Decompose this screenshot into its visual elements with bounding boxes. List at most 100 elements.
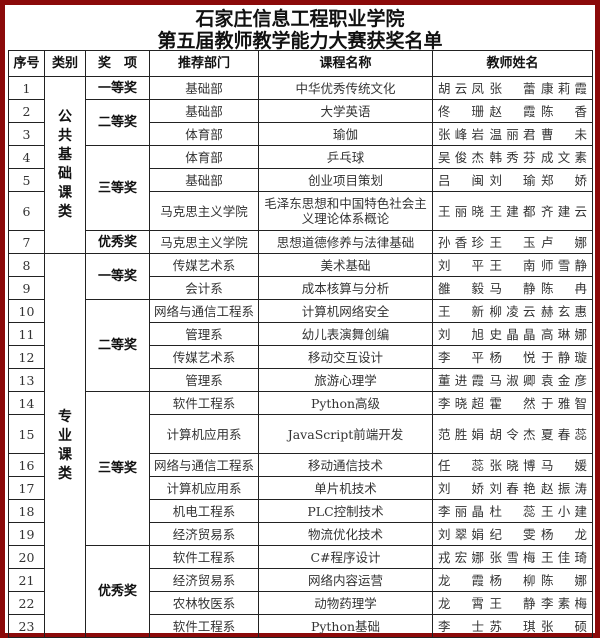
- title-list: 第五届教师教学能力大赛获奖名单: [157, 30, 443, 52]
- teacher-name: 刘平: [438, 257, 484, 273]
- department: 软件工程系: [149, 391, 259, 415]
- teacher-list: 任蕊 张晓博 马媛: [435, 458, 590, 473]
- category-cell: 公共基础课类: [44, 76, 86, 254]
- teacher-list: 董进霞 马淑卿 袁金彦: [435, 373, 590, 388]
- department: 传媒艺术系: [149, 253, 259, 277]
- header-category: 类别: [44, 50, 86, 77]
- award-level: 三等奖: [85, 391, 150, 546]
- teacher-name: 杨悦: [489, 349, 536, 365]
- teacher-name: 董进霞: [438, 372, 484, 388]
- teacher-name: 张晓博: [489, 457, 536, 473]
- teacher-list: 孙香珍 王玉 卢娜: [435, 235, 590, 250]
- department: 基础部: [149, 99, 259, 123]
- teacher-name: 师雪静: [541, 257, 587, 273]
- department: 体育部: [149, 145, 259, 169]
- department: 会计系: [149, 276, 259, 300]
- teacher-names: 胡云凤 张蕾 康莉霞: [432, 76, 593, 100]
- teacher-names: 吕闽 刘瑜 郑娇: [432, 168, 593, 192]
- teacher-name: 范胜娟: [438, 426, 484, 442]
- teacher-names: 王新 柳凌云 赫玄惠: [432, 299, 593, 323]
- table-row: 2 二等奖 基础部 大学英语 佟珊 赵霞 陈香: [8, 99, 593, 146]
- teacher-names: 孙香珍 王玉 卢娜: [432, 230, 593, 254]
- teacher-list: 刘平 王南 师雪静: [435, 258, 590, 273]
- course-name: Python高级: [258, 391, 433, 415]
- department: 农林牧医系: [149, 591, 259, 615]
- teacher-name: 吕闽: [438, 172, 484, 188]
- teacher-names: 李晓超 霍然 于雅智: [432, 391, 593, 415]
- teacher-list: 李平 杨悦 于静璇: [435, 350, 590, 365]
- teacher-list: 雒毅 马静 陈冉: [435, 281, 590, 296]
- department: 马克思主义学院: [149, 191, 259, 231]
- teacher-name: 王丽晓: [438, 203, 484, 219]
- teacher-name: 张硕: [541, 618, 587, 634]
- teacher-name: 李丽晶: [438, 503, 484, 519]
- teacher-name: 任蕊: [438, 457, 484, 473]
- award-level: 三等奖: [85, 145, 150, 231]
- table-header-row: 序号 类别 奖 项 推荐部门 课程名称 教师姓名: [8, 50, 593, 77]
- teacher-name: 于静璇: [541, 349, 587, 365]
- document-page: 石家庄信息工程职业学院 第五届教师教学能力大赛获奖名单 序号 类别 奖 项 推荐…: [5, 5, 595, 638]
- teacher-name: 夏春蕊: [541, 426, 587, 442]
- award-table: 序号 类别 奖 项 推荐部门 课程名称 教师姓名 1 公共基础课类 一等奖 基础部 中华…: [8, 50, 593, 638]
- teacher-name: 赵振涛: [541, 480, 587, 496]
- row-number: 12: [8, 345, 45, 369]
- teacher-name: 吴俊杰: [438, 149, 484, 165]
- teacher-name: 王南: [489, 257, 536, 273]
- course-name: 乒乓球: [258, 145, 433, 169]
- course-name: PLC控制技术: [258, 499, 433, 523]
- header-teachers: 教师姓名: [432, 50, 593, 77]
- department: 计算机应用系: [149, 476, 259, 500]
- teacher-list: 范胜娟 胡令杰 夏春蕊: [435, 427, 590, 442]
- course-name: 动物药理学: [258, 591, 433, 615]
- row-number: 4: [8, 145, 45, 169]
- award-level: 二等奖: [85, 299, 150, 392]
- teacher-name: 袁金彦: [541, 372, 587, 388]
- row-number: 23: [8, 614, 45, 638]
- teacher-names: 李平 杨悦 于静璇: [432, 345, 593, 369]
- teacher-names: 龙霞 杨柳 陈娜: [432, 568, 593, 592]
- header-department: 推荐部门: [149, 50, 259, 77]
- course-name: 成本核算与分析: [258, 276, 433, 300]
- row-number: 21: [8, 568, 45, 592]
- table-row: 20 优秀奖 软件工程系 C#程序设计 戎宏娜 张雪梅 王佳琦: [8, 545, 593, 638]
- department: 基础部: [149, 168, 259, 192]
- teacher-names: 张峰岩 温丽君 曹未: [432, 122, 593, 146]
- teacher-name: 齐建云: [541, 203, 587, 219]
- teacher-list: 吴俊杰 韩秀芬 成文素: [435, 150, 590, 165]
- row-number: 22: [8, 591, 45, 615]
- course-name: 大学英语: [258, 99, 433, 123]
- title-school: 石家庄信息工程职业学院: [195, 8, 405, 30]
- course-name: 思想道德修养与法律基础: [258, 230, 433, 254]
- course-name: 创业项目策划: [258, 168, 433, 192]
- row-number: 6: [8, 191, 45, 231]
- teacher-name: 张蕾: [489, 80, 536, 96]
- course-name: 网络内容运营: [258, 568, 433, 592]
- teacher-names: 李丽晶 杜蕊 王小建: [432, 499, 593, 523]
- course-name: 旅游心理学: [258, 368, 433, 392]
- teacher-name: 杨柳: [489, 572, 536, 588]
- teacher-name: 刘娇: [438, 480, 484, 496]
- table-row: 15 计算机应用系 JavaScript前端开发 范胜娟 胡令杰 夏春蕊: [8, 414, 593, 454]
- course-name: JavaScript前端开发: [258, 414, 433, 454]
- department: 网络与通信工程系: [149, 299, 259, 323]
- teacher-name: 戎宏娜: [438, 549, 484, 565]
- course-name: C#程序设计: [258, 545, 433, 569]
- course-name: 幼儿表演舞创编: [258, 322, 433, 346]
- teacher-name: 刘旭: [438, 326, 484, 342]
- teacher-name: 苏琪: [489, 618, 536, 634]
- teacher-names: 任蕊 张晓博 马媛: [432, 453, 593, 477]
- course-name: 毛泽东思想和中国特色社会主义理论体系概论: [258, 191, 433, 231]
- teacher-name: 张雪梅: [489, 549, 536, 565]
- table-row: 1 公共基础课类 一等奖 基础部 中华优秀传统文化 胡云凤 张蕾 康莉霞: [8, 76, 593, 254]
- teacher-name: 赵霞: [489, 103, 536, 119]
- award-level: 优秀奖: [85, 545, 150, 638]
- teacher-name: 陈娜: [541, 572, 587, 588]
- table-row: 16 网络与通信工程系 移动通信技术 任蕊 张晓博 马媛: [8, 453, 593, 477]
- row-number: 9: [8, 276, 45, 300]
- teacher-name: 龙霞: [438, 572, 484, 588]
- teacher-name: 王静: [489, 595, 536, 611]
- teacher-name: 龙霄: [438, 595, 484, 611]
- table-row: 4 三等奖 体育部 乒乓球 吴俊杰 韩秀芬 成文素: [8, 145, 593, 231]
- teacher-name: 郑娇: [541, 172, 587, 188]
- table-row: 12 传媒艺术系 移动交互设计 李平 杨悦 于静璇: [8, 345, 593, 369]
